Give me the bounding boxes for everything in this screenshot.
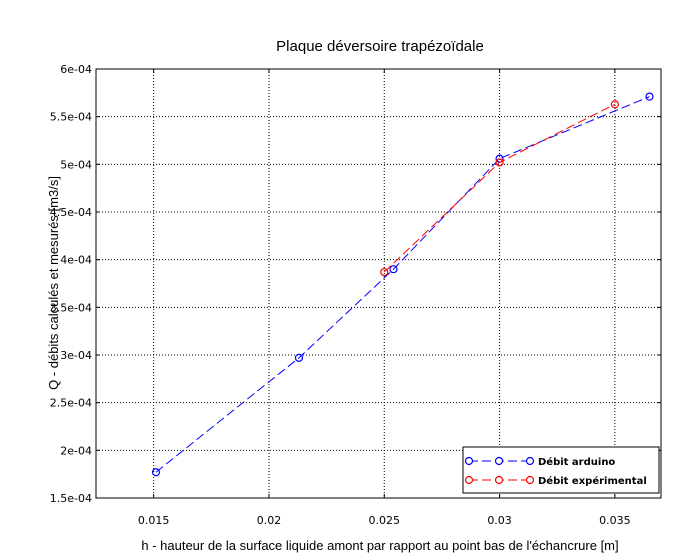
data-point (610, 100, 619, 109)
x-tick-label: 0.03 (487, 514, 512, 527)
y-tick-label: 1.5e-04 (50, 492, 92, 505)
legend-marker (525, 475, 535, 485)
data-point (151, 468, 161, 477)
x-axis-title: h - hauteur de la surface liquide amont … (141, 538, 618, 553)
data-point (294, 353, 304, 362)
data-point (380, 267, 389, 277)
data-point (495, 158, 504, 167)
chart-title: Plaque déversoire trapézoïdale (276, 38, 484, 55)
x-tick-label: 0.015 (138, 514, 170, 527)
legend-label: Débit arduino (538, 456, 615, 468)
legend-marker (525, 456, 535, 466)
legend-item: Débit arduino (464, 456, 615, 468)
series-1 (151, 92, 654, 477)
y-tick-label: 3e-04 (60, 349, 92, 362)
y-tick-label: 2e-04 (60, 444, 92, 457)
y-tick-label: 5e-04 (60, 158, 92, 171)
y-tick-labels: 1.5e-04 2e-04 2.5e-04 3e-04 3.5e-04 4e-04 4.5e… (50, 63, 92, 505)
y-tick-label: 3.5e-04 (50, 301, 92, 314)
legend-box (462, 446, 660, 494)
y-tick-label: 5.5e-04 (50, 111, 92, 124)
y-axis-title: Q - débits calculés et mesurés [m3/s] (46, 176, 61, 390)
series-line (383, 103, 616, 273)
legend: Débit arduino Débit expérimental (462, 446, 660, 494)
legend-item: Débit expérimental (464, 475, 647, 487)
axis-ticks (96, 68, 661, 499)
series-line (155, 96, 650, 473)
legend-marker (494, 456, 504, 466)
y-tick-label: 4e-04 (60, 254, 92, 267)
y-tick-label: 6e-04 (60, 63, 92, 76)
legend-marker (464, 456, 474, 466)
y-tick-label: 4.5e-04 (50, 206, 92, 219)
x-tick-label: 0.02 (257, 514, 282, 527)
legend-label: Débit expérimental (538, 475, 647, 487)
y-tick-label: 2.5e-04 (50, 397, 92, 410)
x-tick-labels: 0.015 0.02 0.025 0.03 0.035 (138, 514, 631, 527)
x-tick-label: 0.025 (369, 514, 401, 527)
plot-frame (95, 68, 662, 499)
data-point (645, 92, 654, 101)
x-tick-label: 0.035 (599, 514, 631, 527)
legend-marker (494, 475, 504, 485)
series-layer (151, 92, 654, 477)
series-2 (380, 100, 619, 277)
data-point (389, 265, 398, 274)
grid (96, 69, 661, 498)
legend-marker (464, 475, 474, 485)
